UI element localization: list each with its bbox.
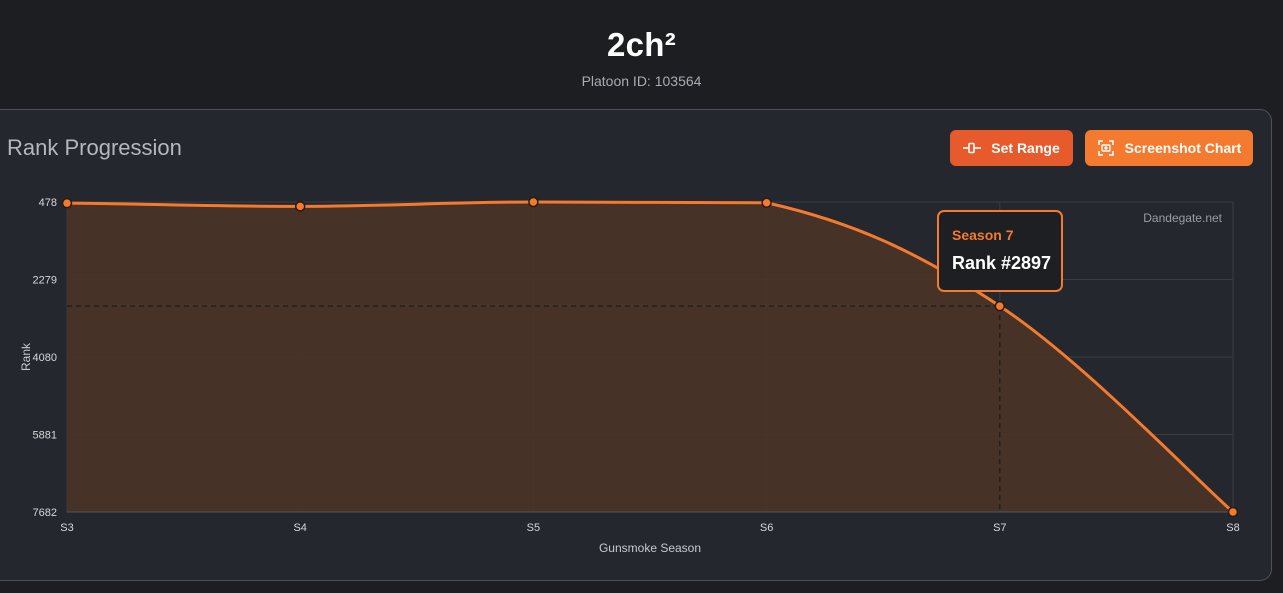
x-tick-label: S6 [760,522,773,534]
camera-frame-icon [1097,139,1115,157]
platoon-id: Platoon ID: 103564 [581,73,702,89]
data-point-s6 [761,197,772,208]
x-tick-label: S5 [527,522,540,534]
tooltip-rank: Rank #2897 [952,253,1052,273]
screenshot-chart-button[interactable]: Screenshot Chart [1085,130,1253,166]
set-range-button[interactable]: Set Range [950,130,1073,166]
y-tick-label: 478 [39,197,57,209]
data-point-s8 [1227,506,1239,518]
panel-title: Rank Progression [7,135,182,160]
y-tick-label: 2279 [33,275,57,287]
data-point-s3 [61,197,73,209]
series-line [66,200,1234,514]
range-slider-icon [963,139,982,157]
page-title: 2ch² [606,26,677,63]
tooltip-season: Season 7 [952,227,1014,243]
data-point-s4 [294,201,306,212]
chart-watermark: Dandegate.net [1143,211,1222,225]
data-point-s7 [994,300,1006,312]
x-axis-title: Gunsmoke Season [599,541,701,555]
chart-tooltip: Season 7 Rank #2897 [937,210,1063,292]
x-tick-label: S7 [993,522,1006,534]
data-point-s5 [528,196,539,208]
screenshot-chart-label: Screenshot Chart [1124,140,1242,156]
y-tick-label: 5881 [33,430,57,442]
x-tick-label: S3 [60,522,73,534]
x-tick-label: S8 [1226,522,1239,534]
x-tick-label: S4 [293,522,306,534]
y-axis-title: Rank [19,342,33,371]
y-tick-label: 4080 [33,352,57,364]
set-range-label: Set Range [991,140,1060,156]
y-tick-label: 7682 [33,507,57,519]
